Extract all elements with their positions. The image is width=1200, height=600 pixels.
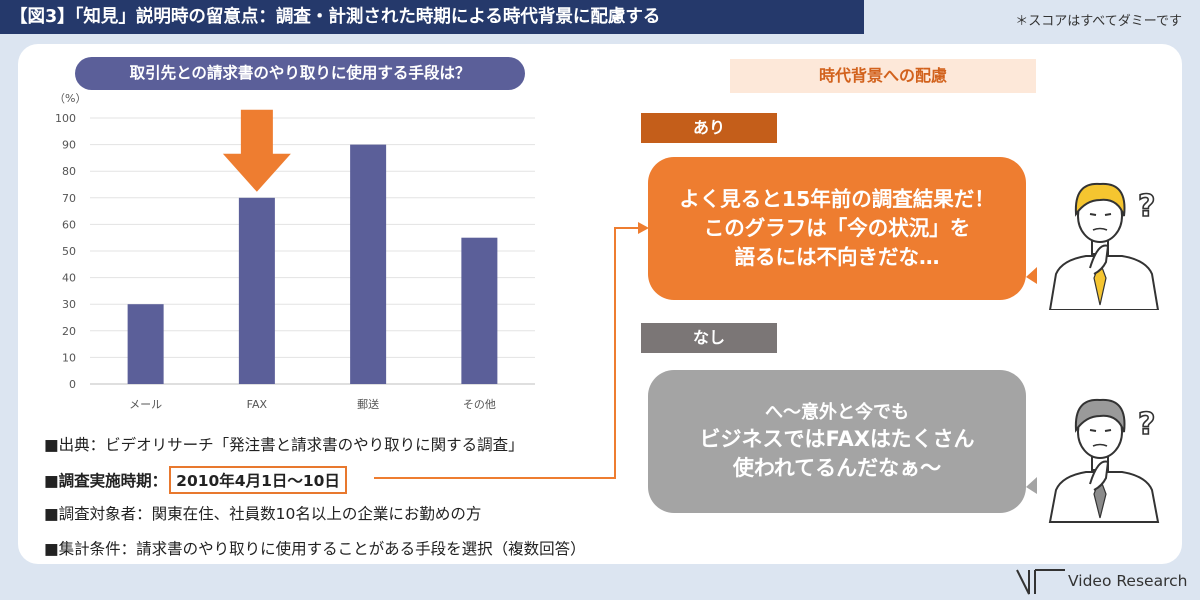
bar <box>461 237 498 384</box>
tag-yes: あり <box>641 113 777 143</box>
video-research-logo-icon <box>1016 569 1065 595</box>
y-tick-label: 60 <box>62 218 76 231</box>
y-tick-label: 40 <box>62 272 76 285</box>
page-title: 【図3】「知見」説明時の留意点：調査・計測された時期による時代背景に配慮する <box>0 0 864 34</box>
speech-bubble-yes: よく見ると15年前の調査結果だ！ このグラフは「今の状況」を 語るには不向きだな… <box>648 157 1026 300</box>
bar <box>127 304 164 384</box>
dummy-score-note: ＊スコアはすべてダミーです <box>1015 14 1182 29</box>
y-tick-label: 70 <box>62 192 76 205</box>
chart-bars <box>127 144 498 384</box>
chart-gridlines <box>90 117 535 385</box>
y-axis-label: （%） <box>54 92 86 105</box>
source-text: ■出典：ビデオリサーチ「発注書と請求書のやり取りに関する調査」 <box>44 436 524 454</box>
y-tick-label: 80 <box>62 165 76 178</box>
logo-text: Video Research <box>1068 572 1188 590</box>
target-text: ■調査対象者：関東在住、社員数10名以上の企業にお勤めの方 <box>44 505 482 523</box>
y-tick-label: 20 <box>62 325 76 338</box>
x-axis: メール FAX 郵送 その他 <box>129 397 496 411</box>
x-tick-label: 郵送 <box>357 397 379 411</box>
speech-bubble-no: へ〜意外と今でも ビジネスではFAXはたくさん 使われてるんだなぁ〜 <box>648 370 1026 513</box>
bubble-line: 使われてるんだなぁ〜 <box>732 456 942 481</box>
y-tick-label: 50 <box>62 245 76 258</box>
bubble-line: ビジネスではFAXはたくさん <box>699 426 975 451</box>
y-tick-label: 0 <box>69 378 76 391</box>
y-axis: （%） 0 10 20 30 40 50 60 70 80 90 100 <box>54 92 86 391</box>
down-arrow-icon <box>222 109 291 192</box>
y-tick-label: 100 <box>55 112 76 125</box>
x-tick-label: メール <box>129 398 162 411</box>
bubble-line: へ〜意外と今でも <box>765 401 909 423</box>
bubble-line: よく見ると15年前の調査結果だ！ <box>679 187 995 212</box>
svg-text:?: ? <box>1138 407 1155 442</box>
bar <box>350 144 387 384</box>
y-tick-label: 10 <box>62 351 76 364</box>
highlight-arrow-icon <box>222 109 291 192</box>
x-tick-label: その他 <box>463 398 496 411</box>
y-tick-label: 30 <box>62 298 76 311</box>
chart-title: 取引先との請求書のやり取りに使用する手段は？ <box>75 57 525 90</box>
survey-period-label: ■調査実施時期： <box>44 472 168 490</box>
considerations-heading: 時代背景への配慮 <box>730 59 1036 93</box>
tag-no: なし <box>641 323 777 353</box>
thinking-person-gray-icon: ? <box>1026 398 1160 523</box>
survey-period: ■調査実施時期： 2010年4月1日〜10日 <box>44 466 347 494</box>
x-tick-label: FAX <box>247 398 268 411</box>
y-tick-label: 90 <box>62 139 76 152</box>
svg-text:?: ? <box>1138 189 1155 224</box>
condition-text: ■集計条件：請求書のやり取りに使用することがある手段を選択（複数回答） <box>44 540 586 558</box>
bar-chart: （%） 0 10 20 30 40 50 60 70 80 90 100 メール FAX 郵送 その他 <box>54 92 535 411</box>
survey-period-value: 2010年4月1日〜10日 <box>169 466 347 494</box>
thinking-person-yellow-icon: ? <box>1026 182 1160 310</box>
bubble-line: 語るには不向きだな… <box>734 244 940 269</box>
bar <box>238 197 275 384</box>
bubble-line: このグラフは「今の状況」を <box>703 216 971 241</box>
